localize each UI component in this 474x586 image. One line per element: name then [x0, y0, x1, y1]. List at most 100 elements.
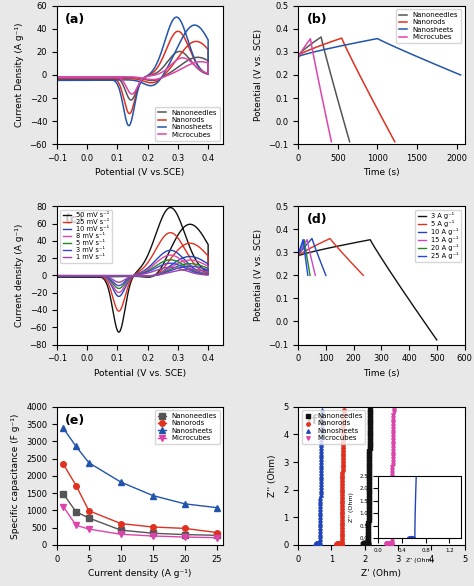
Nanorods: [338, 540, 346, 550]
Nanoneedles: [365, 502, 373, 511]
Nanorods: [336, 538, 344, 547]
Nanosheets: [173, 13, 179, 21]
Nanorods: [337, 539, 345, 548]
Microcubes: [389, 465, 396, 475]
Nanorods: [338, 485, 346, 494]
Line: 50 mV s⁻¹: 50 mV s⁻¹: [57, 207, 208, 332]
Nanoneedles: [365, 446, 373, 455]
Microcubes: [390, 421, 397, 431]
5 mV s⁻¹: [168, 256, 173, 263]
Microcubes: [383, 539, 391, 548]
Nanoneedles: [365, 449, 373, 458]
3 mV s⁻¹: [73, 272, 79, 279]
Nanosheets: [148, 82, 154, 89]
Nanosheets: [318, 446, 325, 455]
Nanoneedles: [365, 518, 372, 527]
Microcubes: [191, 62, 197, 69]
Nanosheets: [214, 504, 220, 511]
Line: 10 mV s⁻¹: 10 mV s⁻¹: [57, 250, 208, 297]
Line: Nanorods: Nanorods: [57, 31, 208, 114]
Nanorods: [182, 525, 188, 532]
Microcubes: [389, 449, 397, 458]
Nanoneedles: [363, 538, 370, 547]
Nanorods: [390, 135, 396, 142]
Nanoneedles: [361, 538, 369, 547]
Nanosheets: [317, 518, 324, 527]
3 A g⁻¹: [367, 236, 373, 243]
X-axis label: Z' (Ohm): Z' (Ohm): [361, 569, 401, 578]
Nanoneedles: [118, 527, 124, 534]
Nanosheets: [317, 479, 325, 489]
Nanoneedles: [54, 74, 60, 81]
8 mV s⁻¹: [73, 272, 79, 280]
50 mV s⁻¹: [54, 273, 60, 280]
Nanorods: [338, 518, 346, 527]
Nanorods: [376, 109, 382, 116]
Nanoneedles: [365, 534, 372, 544]
Nanorods: [339, 463, 346, 472]
Nanosheets: [315, 539, 323, 548]
Microcubes: [389, 430, 397, 439]
Nanorods: [175, 28, 181, 35]
Microcubes: [73, 522, 79, 529]
Microcubes: [388, 521, 395, 530]
Microcubes: [389, 438, 397, 447]
25 mV s⁻¹: [108, 288, 114, 295]
Nanorods: [337, 539, 345, 548]
Nanosheets: [313, 538, 320, 547]
Y-axis label: Current Density (A g⁻¹): Current Density (A g⁻¹): [15, 23, 24, 127]
Line: Nanosheets: Nanosheets: [298, 39, 461, 75]
Microcubes: [390, 408, 397, 417]
Nanoneedles: [365, 490, 373, 500]
Nanorods: [338, 510, 346, 519]
Y-axis label: Potential (V vs. SCE): Potential (V vs. SCE): [254, 29, 263, 121]
5 mV s⁻¹: [54, 272, 60, 280]
1 mV s⁻¹: [148, 272, 154, 279]
5 A g⁻¹: [338, 248, 344, 255]
Microcubes: [388, 540, 395, 549]
Nanorods: [339, 468, 346, 478]
Nanorods: [334, 539, 342, 548]
25 mV s⁻¹: [116, 308, 122, 315]
5 mV s⁻¹: [54, 272, 60, 280]
Nanorods: [338, 482, 346, 492]
Nanoneedles: [365, 510, 373, 519]
5 mV s⁻¹: [201, 263, 207, 270]
Microcubes: [312, 62, 318, 69]
Microcubes: [389, 444, 397, 453]
Nanorods: [338, 502, 346, 511]
15 A g⁻¹: [305, 241, 311, 248]
Nanosheets: [318, 427, 325, 436]
Microcubes: [182, 533, 188, 540]
Nanosheets: [317, 507, 324, 516]
X-axis label: Potential (V vs.SCE): Potential (V vs.SCE): [95, 168, 185, 178]
Nanoneedles: [366, 438, 374, 447]
Line: 10 A g⁻¹: 10 A g⁻¹: [298, 239, 326, 275]
Nanorods: [338, 499, 346, 508]
Nanorods: [339, 427, 347, 436]
Nanoneedles: [365, 452, 373, 461]
Nanorods: [339, 432, 347, 442]
20 A g⁻¹: [307, 271, 313, 278]
Nanorods: [338, 521, 346, 530]
Nanorods: [338, 507, 346, 516]
Line: 25 A g⁻¹: 25 A g⁻¹: [298, 240, 308, 275]
Nanosheets: [61, 425, 66, 432]
Nanorods: [337, 539, 344, 548]
Nanoneedles: [365, 507, 373, 516]
Microcubes: [386, 539, 394, 548]
Nanosheets: [317, 499, 324, 508]
Line: 3 mV s⁻¹: 3 mV s⁻¹: [57, 263, 208, 285]
Microcubes: [308, 35, 313, 42]
Microcubes: [389, 474, 396, 483]
8 mV s⁻¹: [116, 289, 122, 296]
25 A g⁻¹: [305, 271, 310, 278]
Nanosheets: [316, 540, 324, 550]
15 A g⁻¹: [306, 246, 312, 253]
Nanosheets: [317, 510, 324, 519]
Microcubes: [73, 73, 79, 80]
X-axis label: Current density (A g⁻¹): Current density (A g⁻¹): [88, 569, 192, 578]
Nanosheets: [73, 77, 79, 84]
Microcubes: [389, 471, 396, 481]
Nanorods: [338, 515, 346, 524]
